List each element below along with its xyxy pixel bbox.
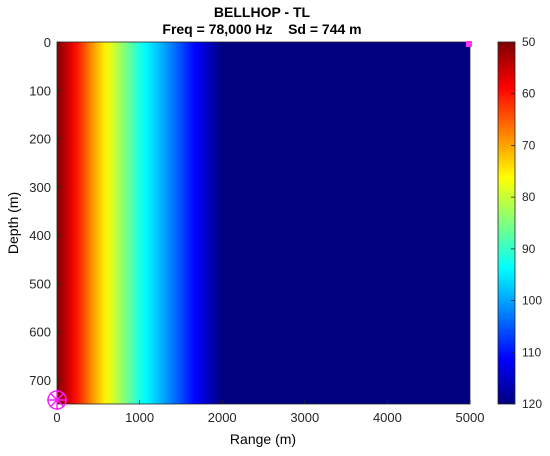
colorbar-ticks: 50 60 70 80 90 100 110 120 (511, 35, 542, 411)
y-axis-ticks: 0 100 200 300 400 500 600 700 (29, 35, 61, 388)
colorbar-tick-label: 60 (522, 87, 536, 101)
colorbar-tick-label: 110 (522, 345, 541, 359)
colorbar-tick-label: 80 (522, 190, 536, 204)
y-tick-label: 600 (29, 325, 51, 340)
y-tick-label: 100 (29, 83, 51, 98)
y-tick-label: 0 (44, 35, 51, 50)
colorbar-tick-label: 100 (522, 294, 542, 308)
colorbar-tick-label: 120 (522, 397, 542, 411)
y-tick-label: 500 (29, 276, 51, 291)
tl-bottom-edge (57, 392, 470, 404)
chart-title: BELLHOP - TL (214, 4, 311, 20)
receiver-marker (466, 41, 472, 47)
source-marker (47, 390, 67, 410)
colorbar: 50 60 70 80 90 100 110 120 (497, 35, 542, 411)
x-tick-label: 5000 (456, 410, 485, 425)
x-axis-label: Range (m) (230, 431, 296, 447)
y-tick-label: 200 (29, 132, 51, 147)
y-axis-label: Depth (m) (5, 192, 21, 254)
source-marker-cross-d2 (49, 392, 65, 408)
x-tick-label: 3000 (290, 410, 319, 425)
y-tick-label: 300 (29, 180, 51, 195)
x-tick-label: 1000 (125, 410, 154, 425)
x-tick-label: 4000 (373, 410, 402, 425)
colorbar-tick-label: 70 (522, 138, 536, 152)
tl-field (57, 42, 470, 404)
x-axis-ticks: 0 1000 2000 3000 4000 5000 (53, 400, 484, 425)
colorbar-tick-label: 50 (522, 35, 536, 49)
colorbar-bar (497, 41, 516, 405)
x-tick-label: 0 (53, 410, 60, 425)
colorbar-tick-label: 90 (522, 242, 536, 256)
y-tick-label: 700 (29, 373, 51, 388)
x-tick-label: 2000 (208, 410, 237, 425)
chart-subtitle: Freq = 78,000 Hz Sd = 744 m (162, 21, 361, 37)
y-tick-label: 400 (29, 228, 51, 243)
plot-frame (56, 41, 471, 405)
plot-area (56, 41, 471, 405)
